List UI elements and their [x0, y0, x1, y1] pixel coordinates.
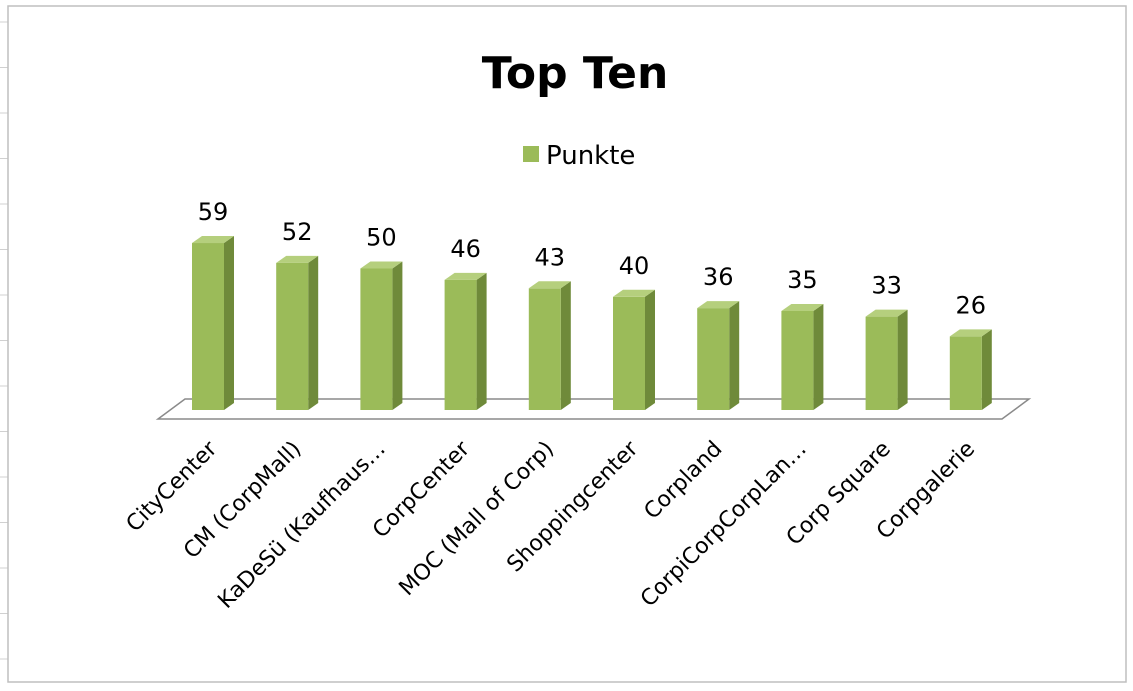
data-label-group: 59 52 50 46 43 40 36 35 33 26 — [198, 198, 986, 319]
data-label-4: 46 — [450, 235, 481, 263]
bar-front-face — [613, 296, 645, 410]
data-label-9: 33 — [871, 272, 902, 300]
bar-side-face — [476, 272, 487, 410]
bar-front-face — [949, 336, 982, 410]
bar-top-face — [444, 272, 487, 280]
bar-front-face — [781, 310, 814, 410]
data-label-7: 36 — [703, 263, 734, 291]
data-label-3: 50 — [366, 224, 397, 252]
bar-front-face — [276, 262, 309, 410]
legend-label: Punkte — [546, 141, 635, 171]
bar-front-face — [528, 288, 561, 410]
bar-top-face — [276, 255, 319, 263]
data-label-10: 26 — [956, 291, 987, 319]
bar-2 — [276, 255, 319, 410]
bar-10 — [949, 329, 992, 410]
bar-front-face — [192, 243, 224, 410]
bar-5 — [528, 281, 571, 410]
bar-top-face — [613, 289, 655, 297]
data-label-6: 40 — [619, 252, 650, 280]
bar-side-face — [981, 329, 992, 410]
bar-top-face — [781, 303, 824, 311]
bar-1 — [192, 236, 234, 410]
bar-side-face — [813, 303, 824, 410]
legend: Punkte — [523, 141, 635, 171]
bar-group — [192, 236, 992, 410]
bar-side-face — [392, 261, 403, 410]
bar-top-face — [697, 301, 740, 309]
bar-side-face — [560, 281, 571, 410]
bar-top-face — [865, 309, 908, 317]
bar-front-face — [697, 308, 730, 410]
bar-7 — [697, 301, 740, 410]
bar-side-face — [224, 236, 234, 410]
data-label-2: 52 — [282, 218, 313, 246]
bar-side-face — [729, 301, 740, 410]
bar-side-face — [645, 289, 655, 410]
bar-top-face — [528, 281, 571, 289]
bar-top-face — [360, 261, 403, 269]
bar-top-face — [192, 236, 234, 244]
data-label-5: 43 — [535, 243, 566, 271]
bar-top-face — [949, 329, 992, 337]
bar-6 — [613, 289, 655, 410]
bar-front-face — [360, 268, 393, 410]
bar-8 — [781, 303, 824, 410]
legend-swatch — [523, 146, 539, 162]
bar-4 — [444, 272, 487, 410]
bar-3 — [360, 261, 403, 410]
chart-title: Top Ten — [482, 48, 669, 99]
bar-front-face — [444, 279, 477, 410]
data-label-8: 35 — [787, 266, 818, 294]
bar-9 — [865, 309, 908, 410]
sheet-edge — [0, 21, 8, 660]
data-label-1: 59 — [198, 198, 229, 226]
bar-side-face — [897, 309, 908, 410]
bar-front-face — [865, 316, 898, 410]
bar-side-face — [308, 255, 319, 410]
